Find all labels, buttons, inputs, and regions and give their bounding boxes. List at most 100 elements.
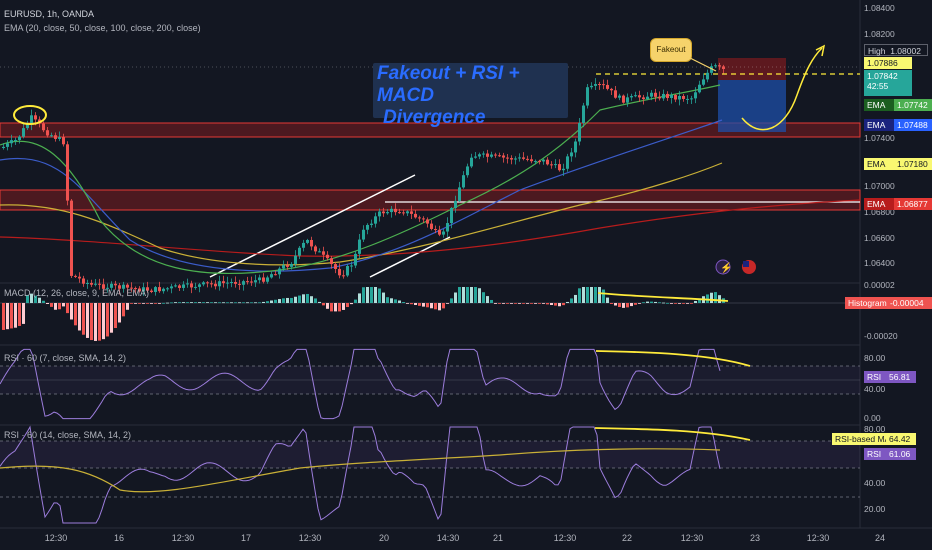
macd-bar bbox=[102, 303, 105, 340]
macd-bar bbox=[610, 303, 613, 304]
macd-bar bbox=[130, 303, 133, 304]
candle bbox=[342, 270, 345, 279]
time-axis-label: 14:30 bbox=[436, 533, 460, 543]
candle bbox=[406, 210, 409, 217]
macd-bar bbox=[34, 295, 37, 303]
macd-bar bbox=[142, 303, 145, 304]
candle bbox=[638, 90, 641, 102]
macd-bar bbox=[66, 303, 69, 314]
macd-bar bbox=[190, 302, 193, 303]
macd-bar bbox=[562, 303, 565, 306]
candle bbox=[290, 262, 293, 270]
macd-bar bbox=[430, 303, 433, 309]
rsi-7-label[interactable]: RSI · 60 (7, close, SMA, 14, 2) bbox=[4, 353, 127, 363]
candle bbox=[74, 274, 77, 278]
high-value: 1.08002 bbox=[890, 46, 921, 56]
current-top-tag: 1.07886 bbox=[864, 57, 912, 69]
ema-50-tag-value: 1.07488 bbox=[894, 119, 932, 131]
macd-bar bbox=[486, 296, 489, 303]
macd-bar bbox=[134, 303, 137, 304]
candle bbox=[378, 208, 381, 222]
candle bbox=[706, 69, 709, 83]
macd-bar bbox=[526, 303, 529, 304]
macd-bar bbox=[454, 292, 457, 303]
rsi-14-tag-value: 61.06 bbox=[886, 448, 916, 460]
macd-bar bbox=[122, 303, 125, 317]
time-axis-label: 17 bbox=[240, 533, 252, 543]
candle bbox=[566, 153, 569, 172]
candle bbox=[22, 123, 25, 139]
candle bbox=[414, 210, 417, 219]
current-price-value: 1.07842 bbox=[867, 71, 898, 81]
macd-bar bbox=[54, 303, 57, 310]
macd-bar bbox=[286, 297, 289, 303]
candle bbox=[166, 287, 169, 292]
candle bbox=[506, 153, 509, 164]
ema-100-line bbox=[0, 162, 723, 266]
candle bbox=[270, 271, 273, 279]
candle bbox=[86, 279, 89, 289]
macd-bar bbox=[506, 303, 509, 304]
rsi-14-axis-mid: 40.00 bbox=[864, 478, 886, 488]
candle bbox=[266, 275, 269, 284]
macd-bar bbox=[658, 302, 661, 304]
candle bbox=[386, 209, 389, 215]
candle bbox=[618, 93, 621, 101]
candle bbox=[178, 283, 181, 291]
macd-label[interactable]: MACD (12, 26, close, 9, EMA, EMA) bbox=[4, 288, 150, 298]
candle bbox=[90, 279, 93, 288]
candle bbox=[394, 203, 397, 216]
candle bbox=[398, 208, 401, 214]
macd-bar bbox=[118, 303, 121, 323]
candle bbox=[106, 283, 109, 293]
rsi-14-label[interactable]: RSI · 60 (14, close, SMA, 14, 2) bbox=[4, 430, 132, 440]
macd-bar bbox=[698, 298, 701, 303]
macd-bar bbox=[478, 288, 481, 303]
candle bbox=[230, 278, 233, 288]
lightning-event-icon[interactable] bbox=[715, 259, 731, 275]
macd-bar bbox=[602, 289, 605, 303]
ema-20-line bbox=[0, 84, 721, 275]
macd-bar bbox=[326, 303, 329, 309]
candle bbox=[654, 88, 657, 102]
macd-bar bbox=[570, 298, 573, 303]
macd-bar bbox=[42, 300, 45, 303]
rsi-7-axis-bottom: 40.00 bbox=[864, 384, 886, 394]
candle bbox=[422, 216, 425, 224]
candle-countdown: 42:55 bbox=[867, 81, 889, 91]
macd-bar bbox=[350, 303, 353, 305]
ema-100-tag-value: 1.07180 bbox=[894, 158, 932, 170]
macd-bar bbox=[626, 303, 629, 308]
macd-bar bbox=[150, 303, 153, 304]
macd-bar bbox=[114, 303, 117, 329]
candle bbox=[94, 279, 97, 287]
macd-bar bbox=[214, 302, 217, 304]
candle bbox=[446, 217, 449, 237]
macd-bar bbox=[10, 303, 13, 329]
symbol-title[interactable]: EURUSD, 1h, OANDA bbox=[4, 9, 95, 19]
macd-bar bbox=[234, 302, 237, 304]
candle bbox=[346, 263, 349, 278]
ema-indicator-label[interactable]: EMA (20, close, 50, close, 100, close, 2… bbox=[4, 23, 201, 33]
ema-50-line bbox=[0, 119, 723, 272]
macd-bar bbox=[330, 303, 333, 312]
macd-bar bbox=[718, 295, 721, 303]
macd-bar bbox=[622, 303, 625, 308]
macd-bar bbox=[82, 303, 85, 335]
macd-bar bbox=[438, 303, 441, 311]
macd-bar bbox=[202, 302, 205, 303]
candle bbox=[598, 81, 601, 90]
candle bbox=[78, 272, 81, 283]
candle bbox=[514, 156, 517, 165]
position-stop-zone bbox=[718, 58, 786, 80]
rsi-7-divergence-line bbox=[595, 350, 751, 367]
candle bbox=[586, 83, 589, 109]
macd-bar bbox=[630, 303, 633, 307]
candle bbox=[666, 91, 669, 101]
candle bbox=[434, 225, 437, 234]
resistance-zone-lower bbox=[0, 189, 861, 211]
candle bbox=[182, 281, 185, 292]
candle bbox=[570, 147, 573, 162]
